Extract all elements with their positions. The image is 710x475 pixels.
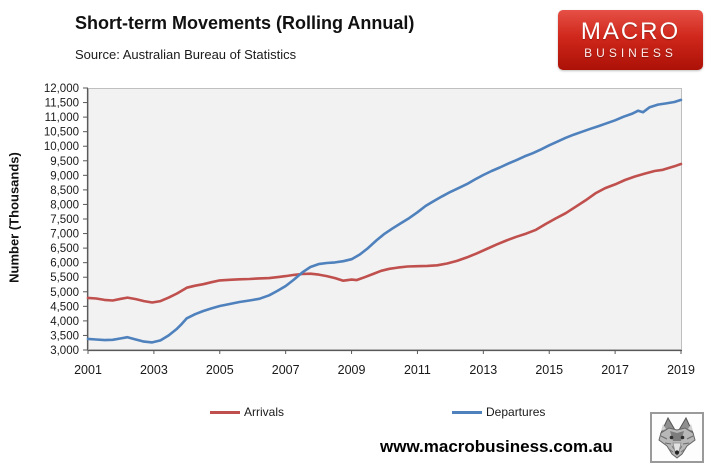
y-axis-tick-label: 6,500	[50, 243, 79, 255]
y-axis-tick-label: 6,000	[50, 258, 79, 270]
x-axis-tick-label: 2013	[469, 363, 497, 377]
y-axis-tick-label: 4,500	[50, 301, 79, 313]
page-title: Short-term Movements (Rolling Annual)	[75, 13, 415, 33]
x-axis-tick-label: 2011	[404, 363, 431, 377]
x-axis-tick-label: 2019	[667, 363, 695, 377]
y-axis-tick-label: 9,000	[50, 170, 79, 182]
footer-url: www.macrobusiness.com.au	[380, 437, 613, 456]
wolf-logo	[650, 412, 704, 463]
y-axis-tick-label: 7,000	[50, 229, 79, 241]
source-label: Source: Australian Bureau of Statistics	[75, 47, 297, 62]
y-axis-tick-label: 10,500	[44, 127, 79, 139]
departures-line	[86, 98, 683, 344]
legend-swatch-arrivals	[210, 410, 240, 414]
logo-macro-text: MACRO	[580, 18, 681, 45]
logo-business-text: BUSINESS	[584, 46, 677, 60]
y-axis-tick-label: 3,000	[50, 345, 79, 357]
x-axis-tick-label: 2003	[140, 363, 168, 377]
y-axis-tick-label: 11,000	[45, 112, 79, 124]
y-axis-tick-label: 10,000	[44, 141, 79, 153]
x-axis-tick-label: 2007	[272, 363, 300, 377]
y-axis-tick-label: 12,000	[44, 83, 79, 95]
y-axis-tick-label: 7,500	[50, 214, 79, 226]
y-axis-tick-label: 5,500	[50, 272, 79, 284]
chart-legend: Arrivals Departures	[0, 404, 710, 422]
macro-business-logo: MACRO BUSINESS	[558, 10, 703, 70]
y-axis-tick-label: 8,500	[50, 185, 79, 197]
legend-swatch-departures	[452, 410, 482, 414]
y-axis-tick-label: 11,500	[45, 98, 79, 110]
legend-item-departures: Departures	[452, 404, 545, 420]
legend-item-arrivals: Arrivals	[210, 404, 284, 420]
x-axis-tick-label: 2001	[74, 363, 102, 377]
y-axis-tick-label: 9,500	[50, 156, 79, 168]
y-axis-tick-label: 8,000	[50, 199, 79, 211]
y-axis-tick-label: 4,000	[50, 316, 79, 328]
arrivals-line	[86, 162, 683, 304]
legend-label: Arrivals	[244, 405, 285, 419]
legend-label: Departures	[486, 405, 546, 419]
wolf-head-icon	[658, 416, 696, 459]
x-axis-tick-label: 2017	[601, 363, 629, 377]
plot-border	[88, 88, 682, 350]
x-axis-tick-label: 2005	[206, 363, 234, 377]
y-axis-tick-label: 5,000	[50, 287, 79, 299]
y-axis-tick-label: 3,500	[50, 330, 79, 342]
x-axis-tick-label: 2015	[535, 363, 563, 377]
x-axis-tick-label: 2009	[338, 363, 366, 377]
